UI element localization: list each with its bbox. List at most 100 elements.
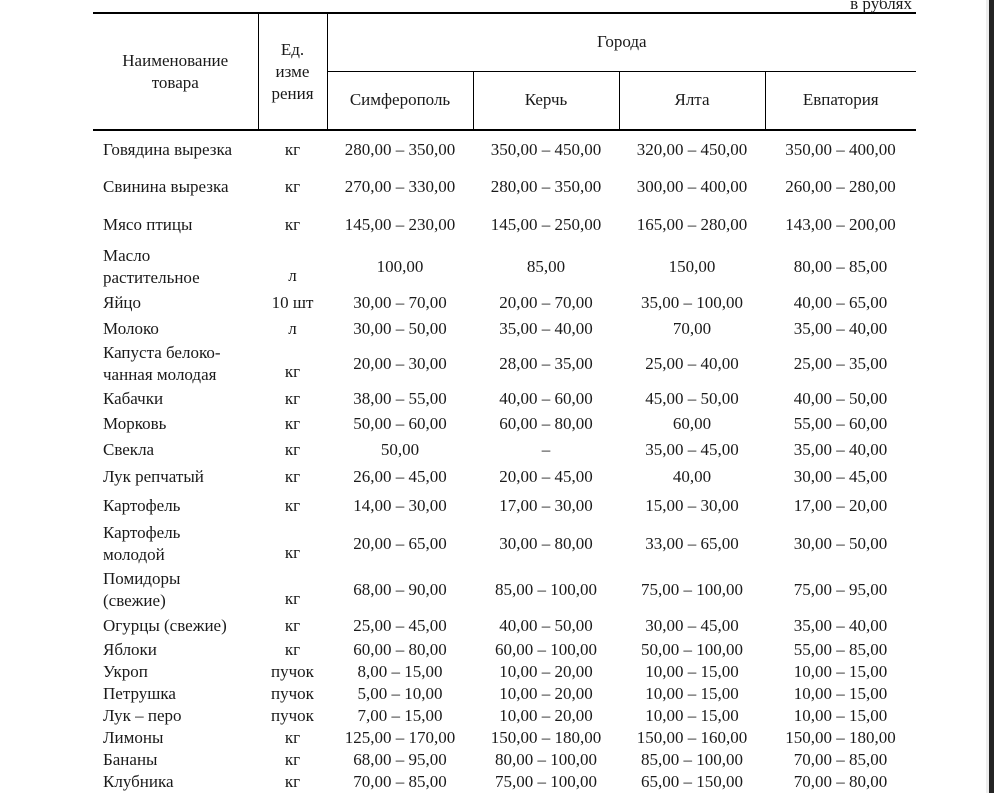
price-cell: 280,00 – 350,00 (490, 177, 602, 196)
product-name-cell: Капуста белоко- чанная молодая (103, 343, 221, 384)
price-table-header: Наименование товара Ед. изме рения Город… (93, 13, 917, 131)
price-table: Наименование товара Ед. изме рения Город… (93, 12, 917, 793)
product-name-cell: Кабачки (103, 388, 164, 408)
product-name-cell: Масло растительное (103, 246, 200, 287)
price-cell: 20,00 – 45,00 (499, 467, 593, 486)
product-name-cell: Свекла (103, 439, 155, 459)
table-row: Картофель молодой кг 20,00 – 65,00 30,00 – … (93, 521, 916, 567)
header-city: Ялта (619, 71, 766, 131)
price-cell: 10,00 – 20,00 (499, 706, 593, 725)
price-cell: 10,00 – 15,00 (793, 662, 888, 681)
price-cell: 35,00 – 40,00 (499, 319, 593, 338)
currency-note: в рублях (850, 0, 912, 13)
price-cell: 45,00 – 50,00 (645, 388, 739, 408)
product-name-cell: Бананы (103, 750, 158, 769)
product-name-cell: Петрушка (103, 684, 176, 703)
table-row: Лук репчатый кг 26,00 – 45,00 20,00 – 45,00… (93, 463, 916, 491)
price-cell: 30,00 – 45,00 (793, 467, 888, 486)
header-city-row: Симферополь Керчь Ялта Евпатория (93, 71, 917, 131)
price-cell: 8,00 – 15,00 (357, 662, 443, 681)
product-name-cell: Лук репчатый (103, 467, 204, 486)
price-cell: 40,00 – 50,00 (793, 388, 888, 408)
table-row: Молоко л 30,00 – 50,00 35,00 – 40,00 70,00 35… (93, 316, 916, 342)
price-cell: 143,00 – 200,00 (785, 215, 896, 234)
unit-cell: кг (284, 413, 301, 433)
price-cell: 40,00 – 50,00 (499, 616, 593, 635)
table-row: Помидоры (свежие) кг 68,00 – 90,00 85,00 – … (93, 567, 916, 613)
product-name-cell: Клубника (103, 772, 174, 791)
price-cell: 17,00 – 30,00 (499, 496, 593, 515)
table-row: Капуста белоко- чанная молодая кг 20,00 – … (93, 342, 916, 386)
unit-cell: кг (284, 772, 301, 791)
unit-cell: кг (284, 215, 301, 234)
price-cell: 10,00 – 15,00 (645, 706, 739, 725)
unit-cell: пучок (271, 706, 314, 725)
table-row: Огурцы (свежие) кг 25,00 – 45,00 40,00 – 50… (93, 613, 916, 639)
unit-cell: кг (284, 616, 301, 635)
price-cell: 20,00 – 70,00 (499, 293, 593, 312)
price-cell: 80,00 – 100,00 (495, 750, 597, 769)
product-name-cell: Укроп (103, 662, 148, 681)
price-cell: 25,00 – 40,00 (645, 354, 739, 373)
unit-cell: кг (284, 496, 301, 515)
price-cell: 350,00 – 450,00 (490, 139, 602, 159)
price-cell: 60,00 – 100,00 (495, 640, 597, 659)
price-cell: 80,00 – 85,00 (793, 257, 888, 276)
price-cell: 50,00 – 100,00 (641, 640, 743, 659)
price-cell: 10,00 – 20,00 (499, 684, 593, 703)
price-cell: 25,00 – 45,00 (353, 616, 447, 635)
header-cities-group: Города (327, 13, 917, 72)
price-cell: 50,00 – 60,00 (353, 413, 447, 433)
price-cell: 30,00 – 80,00 (499, 534, 593, 553)
price-cell: 150,00 – 160,00 (636, 728, 748, 747)
table-row: Масло растительное л 100,00 85,00 150,00 80,0… (93, 244, 916, 290)
table-row: Яблоки кг 60,00 – 80,00 60,00 – 100,00 50,00… (93, 639, 916, 661)
price-cell: 10,00 – 15,00 (645, 684, 739, 703)
table-row: Укроп пучок 8,00 – 15,00 10,00 – 20,00 10,00… (93, 661, 916, 683)
price-cell: 33,00 – 65,00 (645, 534, 739, 553)
price-cell: 85,00 – 100,00 (495, 580, 597, 599)
price-cell: 28,00 – 35,00 (499, 354, 593, 373)
price-cell: 70,00 (672, 319, 712, 338)
table-row: Говядина вырезка кг 280,00 – 350,00 350,00 … (93, 130, 916, 168)
product-name-cell: Помидоры (свежие) (103, 569, 181, 610)
unit-cell: пучок (271, 662, 314, 681)
price-cell: 17,00 – 20,00 (793, 496, 888, 515)
price-cell: 75,00 – 95,00 (793, 580, 888, 599)
header-city: Симферополь (327, 71, 474, 131)
price-cell: 14,00 – 30,00 (353, 496, 447, 515)
price-cell: 60,00 – 80,00 (353, 640, 447, 659)
price-table-body: Говядина вырезка кг 280,00 – 350,00 350,00 … (93, 130, 916, 793)
table-row: Петрушка пучок 5,00 – 10,00 10,00 – 20,00 10… (93, 683, 916, 705)
price-cell: 10,00 – 15,00 (645, 662, 739, 681)
price-cell: 75,00 – 100,00 (641, 580, 743, 599)
price-cell: 150,00 – 180,00 (785, 728, 896, 747)
price-cell: 30,00 – 50,00 (793, 534, 888, 553)
unit-cell: кг (284, 467, 301, 486)
price-cell: 60,00 (672, 413, 712, 433)
header-unit: Ед. изме рения (258, 13, 328, 131)
price-cell: 280,00 – 350,00 (344, 139, 456, 159)
price-cell: 20,00 – 65,00 (353, 534, 447, 553)
price-cell: 40,00 – 60,00 (499, 388, 593, 408)
price-cell: 15,00 – 30,00 (645, 496, 739, 515)
table-row: Бананы кг 68,00 – 95,00 80,00 – 100,00 85,00… (93, 749, 916, 771)
table-row: Свекла кг 50,00 – 35,00 – 45,00 35,00 – 40,00 (93, 436, 916, 463)
price-cell: 55,00 – 85,00 (793, 640, 888, 659)
unit-cell: кг (284, 543, 301, 562)
price-cell: 150,00 (668, 257, 716, 276)
product-name-cell: Картофель молодой (103, 523, 181, 564)
price-cell: 68,00 – 95,00 (353, 750, 447, 769)
unit-cell: кг (284, 750, 301, 769)
price-cell: 55,00 – 60,00 (793, 413, 888, 433)
price-cell: 260,00 – 280,00 (785, 177, 896, 196)
price-cell: 20,00 – 30,00 (353, 354, 447, 373)
document-page: в рублях Наименование товара Ед. изме ре… (93, 0, 917, 793)
unit-cell: кг (284, 177, 301, 196)
product-name-cell: Картофель (103, 496, 181, 515)
price-cell: 270,00 – 330,00 (344, 177, 456, 196)
unit-cell: кг (284, 589, 301, 608)
table-row: Клубника кг 70,00 – 85,00 75,00 – 100,00 65,… (93, 771, 916, 793)
price-cell: 35,00 – 45,00 (645, 439, 739, 459)
unit-cell: кг (284, 439, 301, 459)
